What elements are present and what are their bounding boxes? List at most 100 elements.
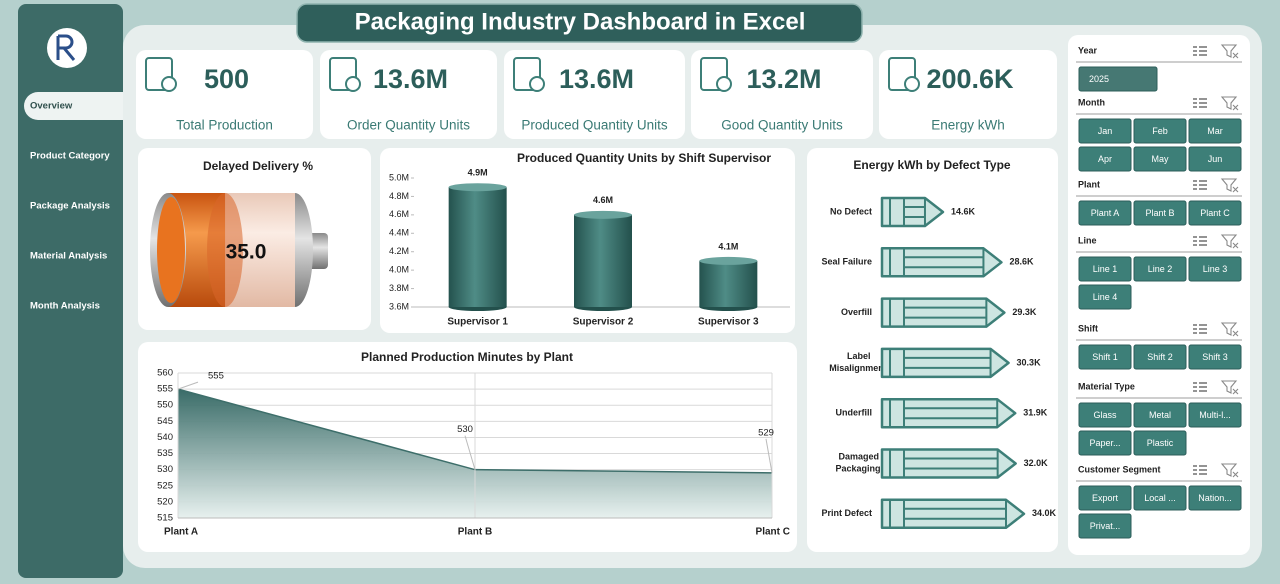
kpi-icon: [888, 57, 916, 91]
pencil-detail: [889, 198, 926, 226]
slicer-title: Shift: [1078, 323, 1098, 333]
clear-filter-icon[interactable]: [1220, 234, 1239, 249]
nav-item[interactable]: Material Analysis: [30, 251, 107, 262]
slicer-button-label[interactable]: Jan: [1098, 126, 1113, 136]
slicer-button[interactable]: [1188, 200, 1242, 226]
slicer-button-label[interactable]: Shift 2: [1147, 352, 1173, 362]
slicer-button-label[interactable]: Feb: [1152, 126, 1168, 136]
slicer-button-label[interactable]: Local ...: [1144, 493, 1176, 503]
slicer-button-label[interactable]: Mar: [1207, 126, 1223, 136]
slicer-button[interactable]: [1078, 118, 1132, 144]
value-label: 29.3K: [1012, 307, 1037, 317]
area: [178, 389, 772, 518]
slicer-button-label[interactable]: Paper...: [1089, 438, 1120, 448]
slicer-button-label[interactable]: May: [1151, 154, 1169, 164]
clear-filter-icon[interactable]: [1220, 96, 1239, 111]
slicer-button-label[interactable]: Line 1: [1093, 264, 1118, 274]
slicer-button[interactable]: [1078, 284, 1132, 310]
value-label: 4.9M: [468, 168, 488, 178]
nav-item[interactable]: Month Analysis: [30, 301, 100, 312]
clear-filter-icon[interactable]: [1220, 380, 1239, 395]
kpi-label: Energy kWh: [931, 118, 1005, 133]
clear-filter-icon[interactable]: [1220, 44, 1239, 59]
y-tick-label: Underfill: [835, 408, 872, 418]
slicer-button[interactable]: [1188, 118, 1242, 144]
slicer-button-label[interactable]: Nation...: [1198, 493, 1232, 503]
y-tick-label: 560: [157, 368, 173, 379]
multi-select-icon[interactable]: [1193, 180, 1207, 190]
slicer-button[interactable]: [1078, 485, 1132, 511]
kpi-card: [879, 50, 1057, 139]
multi-select-icon[interactable]: [1193, 465, 1207, 475]
clear-filter-icon[interactable]: [1220, 178, 1239, 193]
nav-item[interactable]: Overview: [30, 101, 73, 112]
kpi-label: Total Production: [176, 118, 273, 133]
chart-title: Energy kWh by Defect Type: [853, 158, 1010, 172]
slicer-button[interactable]: [1078, 513, 1132, 539]
slicer-button[interactable]: [1133, 344, 1187, 370]
slicer-button[interactable]: [1188, 485, 1242, 511]
slicer-button[interactable]: [1188, 256, 1242, 282]
slicer-button-label[interactable]: Plant A: [1091, 208, 1120, 218]
slicer-button[interactable]: [1133, 402, 1187, 428]
y-tick-label: 4.8M: [389, 191, 409, 201]
slicer-button[interactable]: [1188, 344, 1242, 370]
slicer-button-label[interactable]: Shift 3: [1202, 352, 1228, 362]
slicer-button[interactable]: [1133, 256, 1187, 282]
nav-item[interactable]: Product Category: [30, 151, 110, 162]
slicer-button[interactable]: [1078, 344, 1132, 370]
pencil-bar: [880, 498, 1026, 530]
pencil-detail: [889, 348, 992, 377]
slicer-button[interactable]: [1078, 66, 1158, 92]
x-tick-label: Plant A: [164, 527, 198, 538]
y-tick-label: Seal Failure: [821, 257, 872, 267]
multi-select-icon[interactable]: [1193, 324, 1207, 334]
slicer-button[interactable]: [1188, 402, 1242, 428]
slicer-button[interactable]: [1078, 200, 1132, 226]
slicer-button-label[interactable]: Plastic: [1147, 438, 1174, 448]
multi-select-icon[interactable]: [1193, 98, 1207, 108]
kpi-value: 13.6M: [373, 64, 448, 94]
bar-top: [699, 256, 758, 265]
kpi-label: Produced Quantity Units: [521, 118, 668, 133]
slicer-button[interactable]: [1188, 146, 1242, 172]
kpi-icon: [529, 76, 545, 92]
slicer-button[interactable]: [1133, 485, 1187, 511]
slicer-button[interactable]: [1133, 146, 1187, 172]
slicer-button-label[interactable]: 2025: [1089, 74, 1109, 84]
slicer-button-label[interactable]: Jun: [1208, 154, 1223, 164]
nav-item[interactable]: Package Analysis: [30, 201, 110, 212]
multi-select-icon[interactable]: [1193, 46, 1207, 56]
slicer-button-label[interactable]: Line 3: [1203, 264, 1228, 274]
slicer-button[interactable]: [1133, 200, 1187, 226]
multi-select-icon[interactable]: [1193, 382, 1207, 392]
slicer-button[interactable]: [1078, 430, 1132, 456]
slicer-button-label[interactable]: Multi-l...: [1199, 410, 1231, 420]
slicer-button[interactable]: [1133, 118, 1187, 144]
clear-filter-icon[interactable]: [1220, 463, 1239, 478]
slicer-button-label[interactable]: Export: [1092, 493, 1119, 503]
slicer-button-label[interactable]: Privat...: [1090, 521, 1121, 531]
value-label: 4.6M: [593, 195, 613, 205]
slicer-button-label[interactable]: Line 4: [1093, 292, 1118, 302]
slicer-button[interactable]: [1078, 402, 1132, 428]
slicer-button-label[interactable]: Glass: [1093, 410, 1117, 420]
slicer-button[interactable]: [1078, 256, 1132, 282]
slicer-button-label[interactable]: Metal: [1149, 410, 1171, 420]
slicer-button-label[interactable]: Plant C: [1200, 208, 1230, 218]
kpi-icon: [145, 57, 173, 91]
slicer-button[interactable]: [1133, 430, 1187, 456]
slicer-button[interactable]: [1078, 146, 1132, 172]
y-tick-label: 4.2M: [389, 246, 409, 256]
pencil-detail: [889, 399, 999, 428]
leader-line: [765, 438, 773, 473]
clear-filter-icon[interactable]: [1220, 322, 1239, 337]
battery-cap-inner: [157, 197, 185, 303]
slicer-button-label[interactable]: Line 2: [1148, 264, 1173, 274]
slicer-button-label[interactable]: Plant B: [1145, 208, 1174, 218]
kpi-icon: [345, 76, 361, 92]
multi-select-icon[interactable]: [1193, 236, 1207, 246]
kpi-card: [320, 50, 497, 139]
slicer-button-label[interactable]: Apr: [1098, 154, 1112, 164]
slicer-button-label[interactable]: Shift 1: [1092, 352, 1118, 362]
